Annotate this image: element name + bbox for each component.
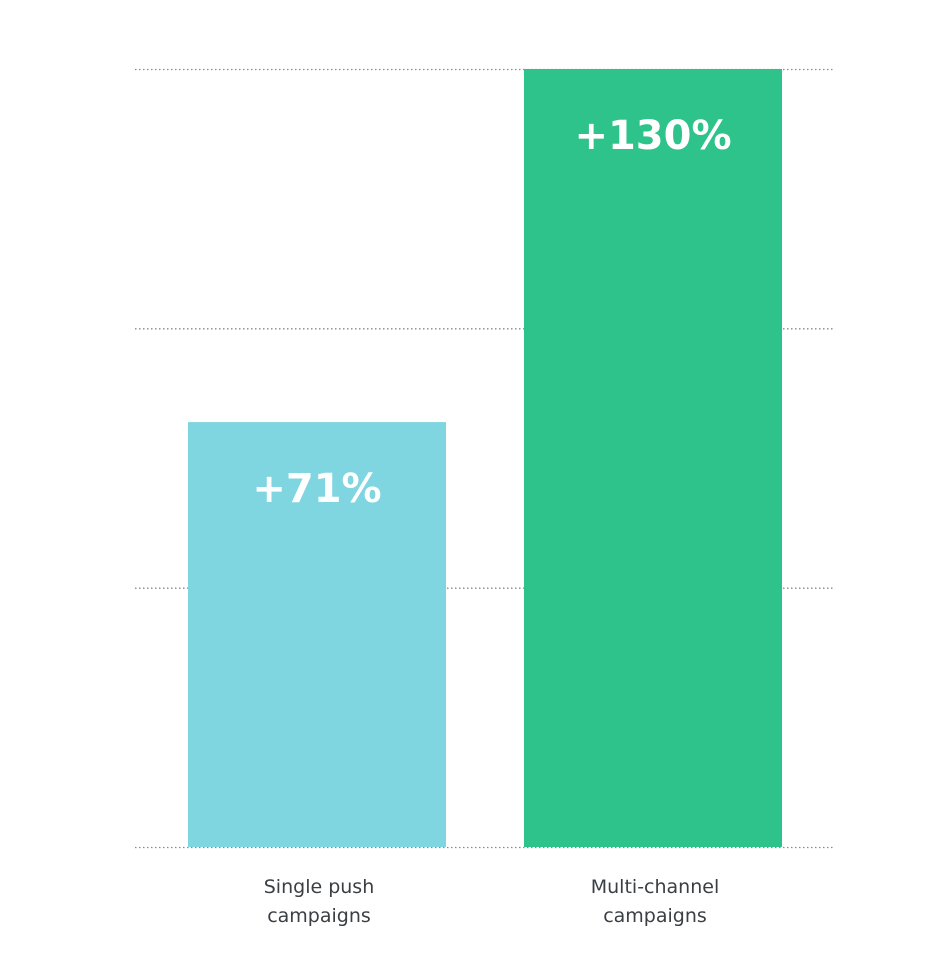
category-label: Single push <box>264 876 375 898</box>
category-label: campaigns <box>267 905 371 927</box>
bar <box>524 69 782 847</box>
data-label: +130% <box>574 113 731 159</box>
labels: +71% Single push campaigns +130% Multi-chann… <box>252 113 731 927</box>
data-label: +71% <box>252 466 381 512</box>
bars <box>188 69 782 847</box>
category-label: Multi-channel <box>591 876 719 898</box>
category-label: campaigns <box>603 905 707 927</box>
bar <box>188 422 446 847</box>
